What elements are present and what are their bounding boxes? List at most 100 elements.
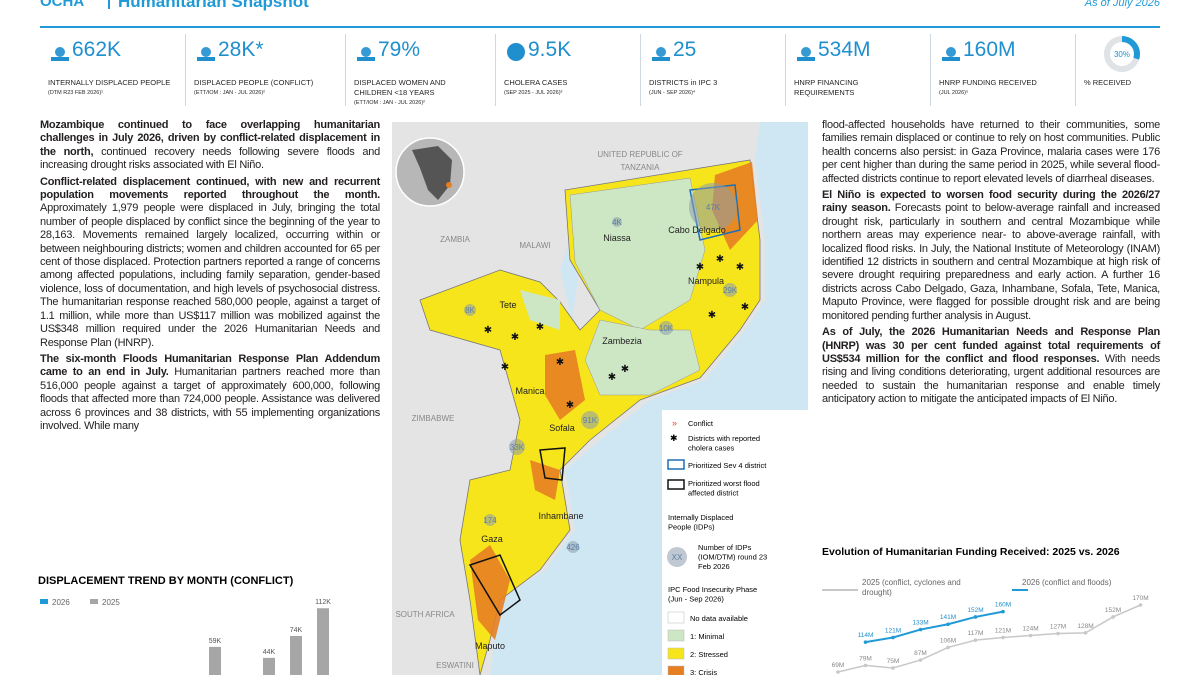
legend-swatch [90,599,98,604]
kpi-source: (SEP 2025 - JUL 2026)³ [504,90,563,96]
icon-shape [507,43,525,61]
paragraph-text: Forecasts point to below-average rainfal… [822,202,1160,322]
point-label: 152M [1105,607,1121,614]
idp-bubble [612,217,622,227]
kpi-label-text: DISPLACED WOMEN AND CHILDREN <18 YEARS [354,78,446,97]
idp-bubble [484,514,496,526]
paragraph-text: Humanitarian partners reached more than … [40,366,380,432]
point-label: 117M [968,630,984,637]
country-label: SOUTH AFRICA [395,610,455,619]
province-label: Manica [515,386,544,396]
ipc-crisis [470,545,510,640]
ipc-minimal-central [584,319,701,396]
legend-box: 2025 (conflict, cyclones and drought) [862,578,961,597]
ipc-crisis [545,350,585,420]
displacement-chart: DISPLACEMENT TREND BY MONTH (CONFLICT) 20… [38,575,331,675]
point [946,645,950,650]
legend-idp-symbol: XX [672,553,683,562]
kpi-source: (ETT/IOM : JAN - JUL 2026)² [194,90,266,96]
legend-text: 1: Minimal [690,632,725,641]
legend-swatch [40,599,48,604]
kpi-label: DISTRICTS in IPC 3 (JUN - SEP 2026)⁴ [649,78,774,98]
legend-text: 2: Stressed [690,650,728,659]
province-label: Inhambane [538,511,583,521]
paragraph: The six-month Floods Humanitarian Respon… [40,353,380,433]
point-label: 152M [967,607,983,614]
donut-arc [1104,36,1140,72]
legend-text: Conflict [688,419,714,428]
legend-line: affected district [688,489,739,498]
chart-title: Evolution of Humanitarian Funding Receiv… [822,546,1120,558]
kpi-value: 79% [378,38,421,61]
country-label: ZIMBABWE [412,414,455,423]
kpi-source: (JUL 2026)⁵ [939,90,969,96]
kpi-icon [797,47,815,61]
series-line [837,604,1141,673]
cholera-marker: ✱ [566,400,574,411]
point-label: 160M [995,602,1011,609]
province-label: Zambezia [602,336,642,346]
idp-bubble [581,411,599,429]
country-label: MALAWI [519,241,550,250]
kpi-source: (JUN - SEP 2026)⁴ [649,90,696,96]
country-label: ZAMBIA [440,235,470,244]
point-label: 127M [1050,624,1066,631]
kpi-value: 25 [673,38,697,61]
kpi: 79% DISPLACED WOMEN AND CHILDREN <18 YEAR… [345,34,485,106]
point [973,615,978,619]
divider [108,0,110,9]
point-label: 121M [995,628,1011,635]
kpi-label-text: HNRP FINANCING REQUIREMENTS [794,78,859,97]
idp-bubble [689,183,737,231]
idp-label: 8K [465,306,475,315]
point [1028,633,1033,638]
country-label: UNITED REPUBLIC OF [597,150,682,159]
kpi-icon [197,47,215,61]
kpi-value: 160M [963,38,1016,61]
paragraph-lead: As of July, the 2026 Humanitarian Needs … [822,326,1160,365]
icon-shape [197,57,215,61]
legend-flood [667,479,685,490]
point-label: 141M [940,614,956,621]
legend-text: No data available [690,614,748,623]
province-label: Nampula [688,276,724,286]
cholera-marker: ✱ [511,332,519,343]
kpi: 160M HNRP FUNDING RECEIVED (JUL 2026)⁵ [930,34,1070,106]
header-rule [40,26,1160,28]
legend-text: 3: Crisis [690,668,717,675]
kpi-source: (ETT/IOM : JAN - JUL 2026)² [354,100,426,106]
idp-bubble [567,541,579,553]
point-label: 124M [1022,626,1038,633]
idp-label: 33K [510,443,525,452]
legend-line: Feb 2026 [698,562,730,571]
point [863,663,868,668]
cholera-marker: ✱ [556,357,564,368]
cholera-marker: ✱ [716,254,724,265]
paragraph-text: Approximately 1,979 people were displace… [40,202,380,349]
bar [263,657,275,675]
map-layer: ✱ ✱ ✱ ✱ ✱ ✱ ✱ ✱ ✱ ✱ ✱ ✱ ✱ UNITED REPUBLIC OF TANZANIA Z… [392,122,808,675]
point [918,627,923,632]
logo: OCHA [40,0,85,10]
province-label: Maputo [475,641,505,651]
kpi: 534M HNRP FINANCING REQUIREMENTS [785,34,925,106]
legend-line: Internally Displaced [668,513,733,522]
cholera-marker: ✱ [608,372,616,383]
kpi-icon [51,47,69,61]
paragraph-lead: El Niño is expected to worsen food secur… [822,189,1160,215]
kpi-icon [652,47,670,61]
idp-bubble [723,283,737,297]
province-label: Cabo Delgado [668,225,726,235]
point-label: 87M [914,650,927,657]
inset-africa [412,146,452,200]
point [1001,609,1005,614]
bar-label: 74K [290,627,303,634]
paragraph-text: flood-affected households have returned … [822,119,1160,185]
point [891,666,895,670]
legend-sev4 [667,459,685,470]
legend-ipc-swatch [667,647,685,660]
point [946,622,950,627]
kpi-label-text: DISPLACED PEOPLE (CONFLICT) [194,78,314,87]
legend-box: 2026 (conflict and floods) [1022,578,1111,587]
point [918,658,923,662]
